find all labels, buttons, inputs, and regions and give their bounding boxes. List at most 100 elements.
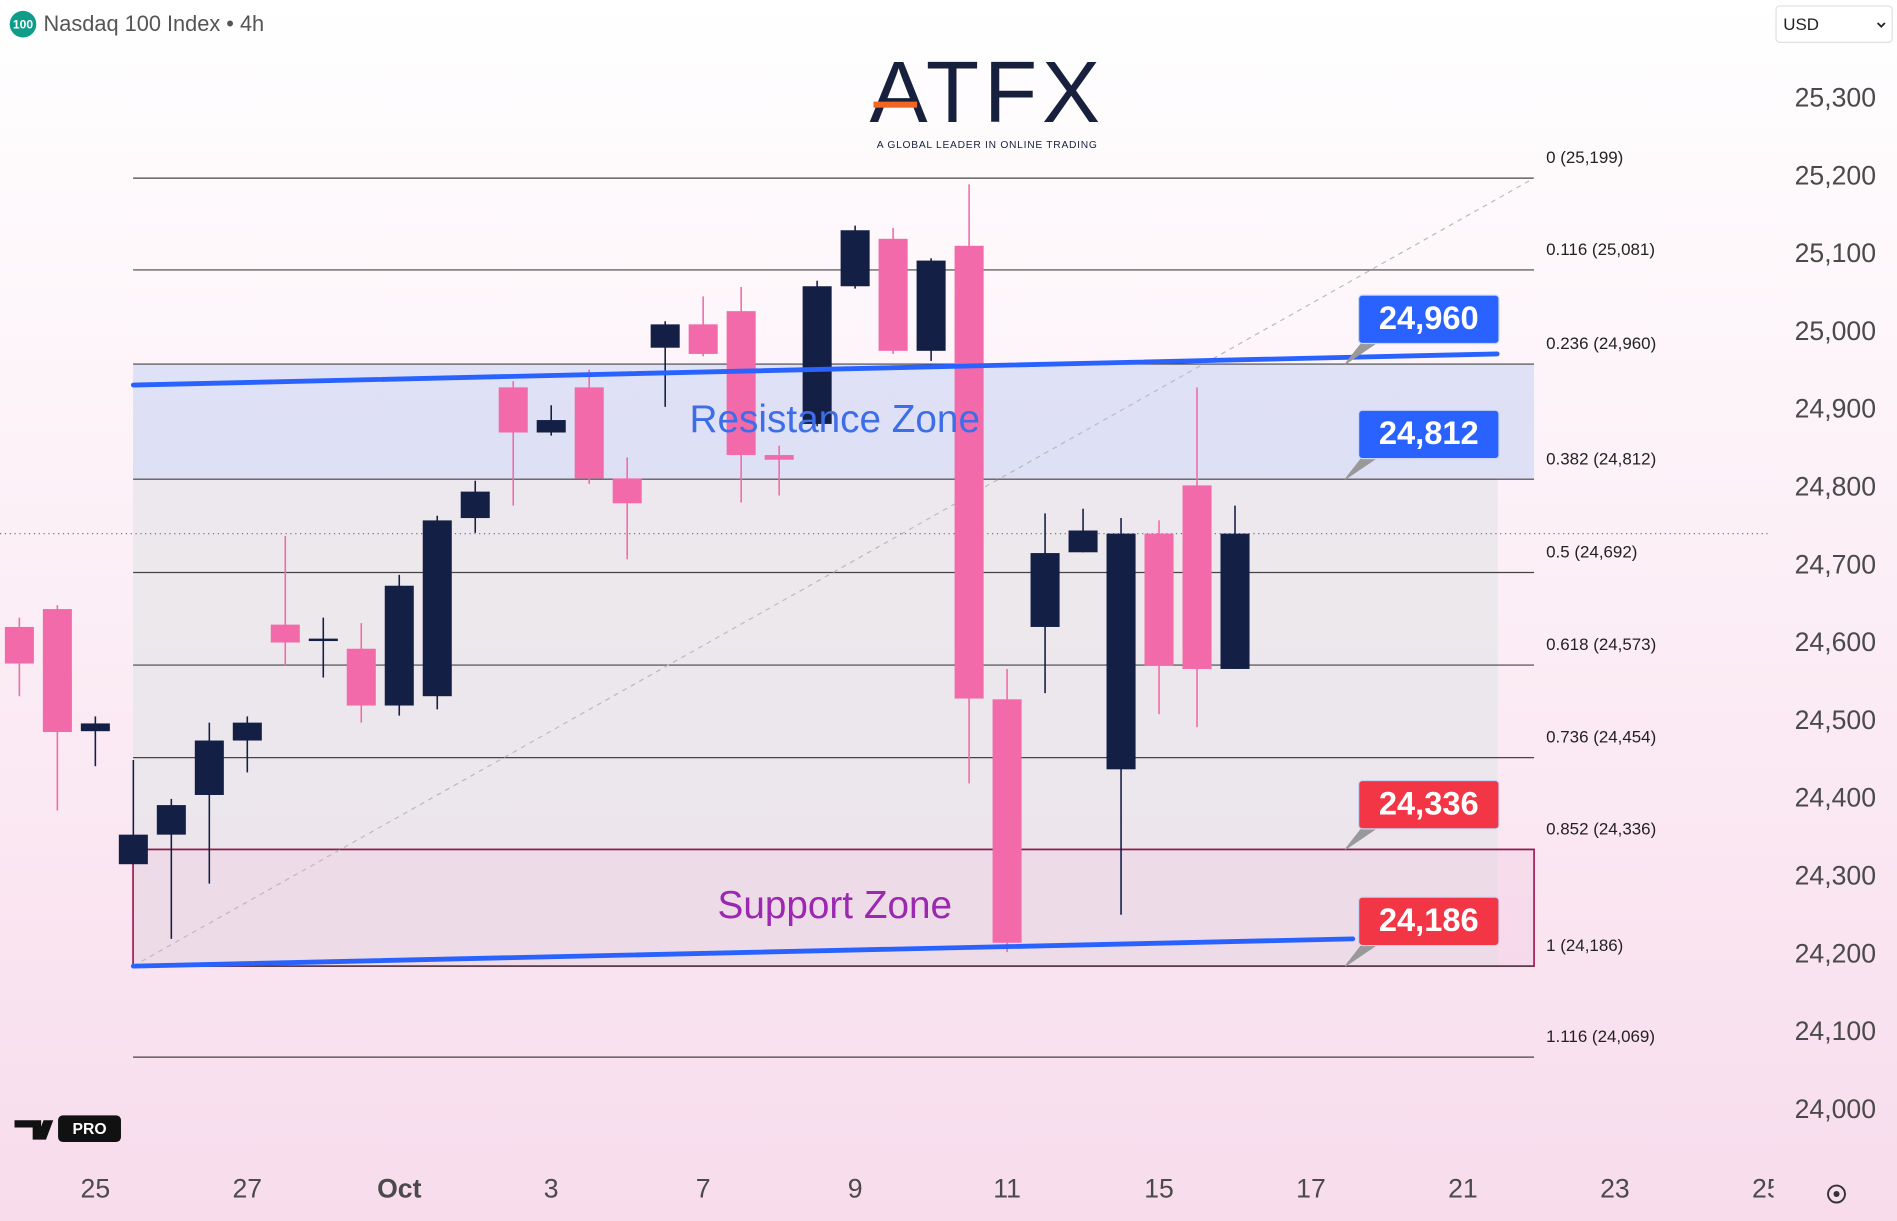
trendline bbox=[130, 936, 1356, 969]
overlays: Resistance Zone Support Zone 24,960 24,812 2… bbox=[130, 294, 1500, 969]
zone bbox=[132, 848, 1535, 968]
tv-logo bbox=[14, 1120, 54, 1140]
candle-body bbox=[840, 230, 870, 287]
candle-body bbox=[118, 834, 148, 865]
x-tick-label: Oct bbox=[377, 1173, 421, 1203]
candle-body bbox=[612, 478, 642, 504]
candle-body bbox=[232, 722, 262, 741]
zones bbox=[132, 364, 1535, 968]
x-tick-label: 9 bbox=[848, 1173, 863, 1203]
currency: USD bbox=[1783, 15, 1819, 34]
candle-body bbox=[460, 491, 490, 519]
price-label-box bbox=[1358, 896, 1500, 947]
y-tick-label: 25,300 bbox=[1795, 83, 1876, 113]
fib-label: 0.5 (24,692) bbox=[1546, 543, 1637, 562]
x-tick-label: 25 bbox=[81, 1173, 111, 1203]
y-tick-label: 24,500 bbox=[1795, 705, 1876, 735]
candle-body bbox=[270, 624, 300, 643]
currency-select[interactable] bbox=[1775, 5, 1893, 43]
candles bbox=[4, 184, 1250, 953]
candle-body bbox=[992, 699, 1022, 943]
y-tick-label: 25,000 bbox=[1795, 316, 1876, 346]
y-tick-label: 24,200 bbox=[1795, 938, 1876, 968]
fib-label: 0 (25,199) bbox=[1546, 148, 1623, 167]
fibonacci: 0 (25,199) 0.116 (25,081) 0.236 (24,960) 0.… bbox=[0, 148, 1769, 1058]
settings-icon-center bbox=[1833, 1190, 1840, 1198]
price-label: 24,960 bbox=[1379, 299, 1479, 336]
candle-body bbox=[1220, 533, 1250, 669]
candle-body bbox=[156, 805, 186, 835]
logo: ATFX bbox=[869, 44, 1104, 141]
candle-body bbox=[954, 245, 984, 699]
fib-label: 1 (24,186) bbox=[1546, 936, 1623, 955]
y-axis: 24,000 24,100 24,200 24,300 24,400 24,500 24,6… bbox=[1795, 83, 1876, 1124]
tv-badge bbox=[58, 1115, 121, 1143]
zone bbox=[133, 364, 1535, 480]
candle-body bbox=[650, 324, 680, 348]
trendline bbox=[130, 351, 1500, 388]
candle-body bbox=[688, 324, 718, 354]
candle-body bbox=[726, 311, 756, 456]
x-tick-label: 17 bbox=[1296, 1173, 1326, 1203]
axes: 25 27 Oct 3 7 9 11 15 17 21 23 25 bbox=[81, 1173, 1782, 1203]
fib-trend bbox=[132, 177, 1535, 967]
logo-accent bbox=[873, 101, 918, 108]
candle-body bbox=[4, 626, 34, 664]
symbol-badge: 100 bbox=[13, 18, 33, 32]
x-tick-label: 21 bbox=[1448, 1173, 1478, 1203]
fib-label: 0.382 (24,812) bbox=[1546, 449, 1656, 468]
y-tick-label: 24,900 bbox=[1795, 394, 1876, 424]
fib-label: 0.116 (25,081) bbox=[1546, 240, 1655, 259]
candle-body bbox=[42, 609, 72, 732]
fib-label: 0.736 (24,454) bbox=[1546, 728, 1656, 747]
price-label: 24,336 bbox=[1379, 785, 1479, 822]
symbol-icon bbox=[9, 10, 37, 38]
y-tick-label: 24,100 bbox=[1795, 1016, 1876, 1046]
x-tick-label: 11 bbox=[993, 1173, 1021, 1203]
chart-title: Nasdaq 100 Index • 4h bbox=[44, 11, 265, 36]
candle-body bbox=[536, 420, 566, 433]
y-tick-label: 25,100 bbox=[1795, 238, 1876, 268]
candle-body bbox=[422, 520, 452, 697]
y-tick-label: 24,600 bbox=[1795, 627, 1876, 657]
x-tick-label: 27 bbox=[233, 1173, 263, 1203]
price-label-box bbox=[1358, 294, 1500, 345]
candle-body bbox=[194, 740, 224, 795]
zone-label: Resistance Zone bbox=[690, 398, 980, 441]
y-tick-label: 25,200 bbox=[1795, 160, 1876, 190]
logo-tagline: A GLOBAL LEADER IN ONLINE TRADING bbox=[877, 140, 1098, 151]
price-label-box bbox=[1358, 779, 1500, 830]
candle-body bbox=[308, 638, 338, 642]
price-label: 24,812 bbox=[1379, 414, 1479, 451]
y-tick-label: 24,700 bbox=[1795, 549, 1876, 579]
candle-body bbox=[1030, 553, 1060, 627]
candle-body bbox=[384, 585, 414, 706]
fib-label: 0.618 (24,573) bbox=[1546, 635, 1656, 654]
y-tick-label: 24,400 bbox=[1795, 783, 1876, 813]
candle-body bbox=[1182, 485, 1212, 669]
candle-body bbox=[1144, 533, 1174, 666]
candle-body bbox=[764, 455, 794, 460]
y-tick-label: 24,300 bbox=[1795, 860, 1876, 890]
y-tick-label: 24,800 bbox=[1795, 472, 1876, 502]
candle-body bbox=[916, 260, 946, 351]
price-label: 24,186 bbox=[1379, 901, 1479, 938]
x-tick-label: 23 bbox=[1600, 1173, 1630, 1203]
x-tick-label: 25 bbox=[1752, 1173, 1782, 1203]
x-tick-label: 7 bbox=[696, 1173, 711, 1203]
candle-body bbox=[498, 387, 528, 433]
candle-body bbox=[574, 387, 604, 479]
candle-body bbox=[802, 286, 832, 424]
zone-label: Support Zone bbox=[718, 884, 953, 927]
tv-badge-text: PRO bbox=[72, 1121, 106, 1138]
fib-label: 0.852 (24,336) bbox=[1546, 820, 1656, 839]
fib-label: 1.116 (24,069) bbox=[1546, 1027, 1655, 1046]
candle-body bbox=[878, 238, 908, 351]
candle-body bbox=[1106, 533, 1136, 770]
settings-icon[interactable] bbox=[1827, 1184, 1846, 1204]
x-tick-label: 3 bbox=[544, 1173, 559, 1203]
x-tick-label: 15 bbox=[1144, 1173, 1174, 1203]
price-label-box bbox=[1358, 409, 1500, 460]
